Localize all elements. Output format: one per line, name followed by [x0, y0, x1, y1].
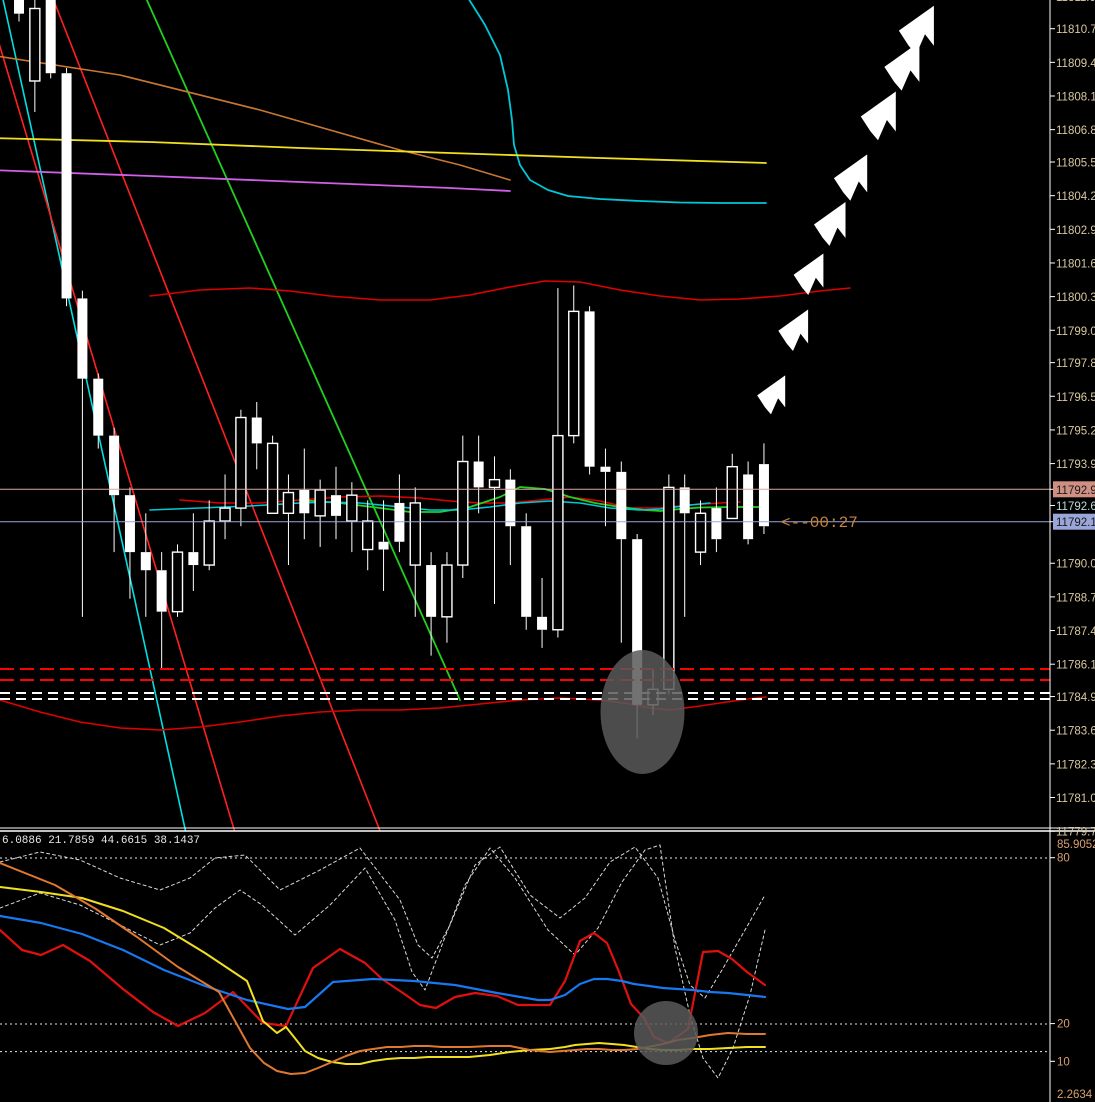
svg-text:11792.12: 11792.12 [1056, 517, 1095, 529]
svg-text:11788.77: 11788.77 [1056, 592, 1095, 604]
svg-text:11779.72: 11779.72 [1056, 827, 1095, 839]
svg-text:6.0886 21.7859 44.6615 38.1437: 6.0886 21.7859 44.6615 38.1437 [2, 835, 200, 847]
svg-text:11795.22: 11795.22 [1056, 425, 1095, 437]
svg-text:80: 80 [1057, 853, 1070, 865]
svg-text:11783.62: 11783.62 [1056, 726, 1095, 738]
svg-text:11804.27: 11804.27 [1056, 191, 1095, 203]
svg-text:2.2634: 2.2634 [1057, 1089, 1093, 1101]
svg-text:11796.52: 11796.52 [1056, 392, 1095, 404]
svg-text:11793.92: 11793.92 [1056, 459, 1095, 471]
svg-text:<--00:27: <--00:27 [781, 514, 858, 532]
svg-text:11792.62: 11792.62 [1056, 501, 1095, 513]
svg-text:11809.42: 11809.42 [1056, 58, 1095, 70]
svg-text:11808.12: 11808.12 [1056, 92, 1095, 104]
svg-text:11810.72: 11810.72 [1056, 24, 1095, 36]
svg-text:85.9052: 85.9052 [1057, 839, 1095, 851]
svg-text:11811.97: 11811.97 [1056, 0, 1095, 4]
svg-text:20: 20 [1057, 1019, 1070, 1031]
svg-text:11800.37: 11800.37 [1056, 292, 1095, 304]
svg-text:11797.82: 11797.82 [1056, 358, 1095, 370]
svg-text:11792.97: 11792.97 [1056, 485, 1095, 497]
svg-text:11802.97: 11802.97 [1056, 225, 1095, 237]
svg-text:11801.67: 11801.67 [1056, 258, 1095, 270]
svg-text:11787.47: 11787.47 [1056, 626, 1095, 638]
svg-text:11782.32: 11782.32 [1056, 759, 1095, 771]
svg-text:11781.02: 11781.02 [1056, 793, 1095, 805]
svg-text:11786.17: 11786.17 [1056, 660, 1095, 672]
svg-text:10: 10 [1057, 1056, 1070, 1068]
svg-text:11784.92: 11784.92 [1056, 692, 1095, 704]
svg-text:11806.82: 11806.82 [1056, 125, 1095, 137]
svg-text:11799.07: 11799.07 [1056, 326, 1095, 338]
svg-text:11805.57: 11805.57 [1056, 158, 1095, 170]
svg-text:11790.07: 11790.07 [1056, 559, 1095, 571]
